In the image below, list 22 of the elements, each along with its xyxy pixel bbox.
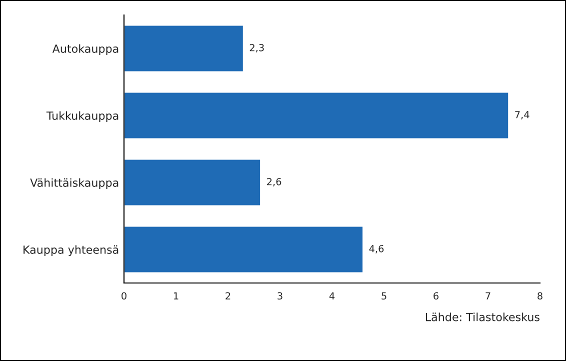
- x-tick-label: 8: [538, 292, 542, 300]
- bar: [124, 24, 244, 73]
- bar: [124, 91, 510, 140]
- y-tick-label: Tukkukauppa: [46, 111, 118, 122]
- y-tick-label: Kauppa yhteensä: [24, 245, 118, 256]
- x-tick-label: 5: [382, 292, 386, 300]
- data-label: 2,6: [267, 178, 282, 186]
- x-tick-label: 1: [174, 292, 178, 300]
- x-tick-label: 0: [122, 292, 126, 300]
- x-tick-label: 3: [278, 292, 282, 300]
- bar: [124, 158, 262, 207]
- data-label: 7,4: [515, 111, 530, 120]
- data-label: 2,3: [250, 44, 264, 52]
- text: Lähde: Tilastokeskus: [426, 312, 540, 322]
- bar: [124, 225, 364, 274]
- y-tick-label: Autokauppa: [52, 44, 118, 56]
- x-tick-label: 7: [486, 292, 490, 300]
- x-tick-label: 2: [226, 292, 230, 300]
- y-tick-label: Vähittäiskauppa: [30, 178, 118, 190]
- data-label: 4,6: [369, 244, 384, 254]
- x-tick-label: 6: [434, 292, 438, 300]
- x-tick-label: 4: [329, 292, 335, 300]
